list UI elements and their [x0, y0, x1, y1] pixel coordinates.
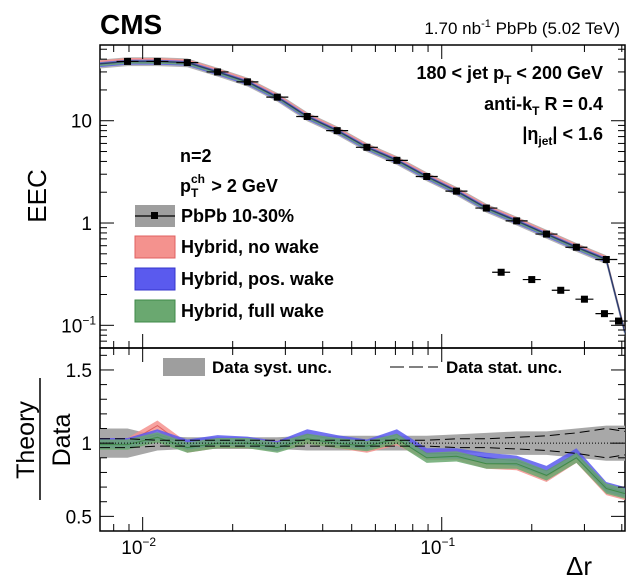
data-point [183, 59, 191, 67]
data-point [303, 112, 311, 120]
legend-top: PbPb 10-30% Hybrid, no wake Hybrid, pos.… [134, 205, 334, 323]
x-tick-label: 10−2 [121, 535, 156, 559]
x-tick-label: 10−1 [420, 535, 455, 559]
legend-pos-wake-swatch [134, 267, 176, 291]
legend-pbpb-marker [151, 212, 158, 219]
top-data-points [116, 57, 628, 325]
bottom-y-tick-label: 1.5 [66, 361, 92, 382]
cms-label: CMS [100, 9, 162, 40]
legend-pos-wake-label: Hybrid, pos. wake [181, 269, 334, 289]
data-point [333, 127, 341, 135]
legend-pbpb-label: PbPb 10-30% [181, 206, 294, 226]
legend-syst-swatch [163, 358, 205, 376]
x-axis-label: Δr [566, 551, 592, 579]
data-point [572, 243, 580, 251]
ptch-annotation: pch T > 2 GeV [180, 172, 278, 200]
legend-full-wake-swatch [134, 299, 176, 323]
legend-syst-label: Data syst. unc. [212, 358, 332, 377]
jet-pt-annotation: 180 < jet pT < 200 GeV [417, 63, 603, 87]
eta-annotation: |ηjet| < 1.6 [522, 124, 603, 148]
data-point [602, 255, 610, 263]
top-y-axis-label: EEC [22, 169, 52, 222]
top-panel-frame [99, 44, 626, 349]
ratio-full-wake-line [100, 436, 626, 495]
data-point [153, 57, 161, 65]
data-point-tail [580, 295, 588, 303]
top-y-tick-label: 10−1 [61, 313, 96, 337]
data-point-tail [497, 268, 505, 276]
legend-bottom: Data syst. unc. Data stat. unc. [163, 358, 562, 377]
n-annotation: n=2 [180, 146, 212, 166]
data-point [243, 78, 251, 86]
data-point-tail [528, 276, 536, 284]
legend-stat-label: Data stat. unc. [446, 358, 562, 377]
legend-no-wake-label: Hybrid, no wake [181, 237, 319, 257]
lumi-label: 1.70 nb-1 PbPb (5.02 TeV) [424, 18, 620, 38]
algorithm-annotation: anti-kT R = 0.4 [484, 94, 603, 118]
legend-full-wake-label: Hybrid, full wake [181, 301, 324, 321]
data-point-tail [600, 310, 608, 318]
data-point [124, 57, 132, 65]
data-point [513, 217, 521, 225]
ratio-plot [100, 420, 626, 501]
data-point [273, 93, 281, 101]
data-point [363, 143, 371, 151]
bottom-y-axis-numerator: Theory [12, 401, 40, 479]
data-point [393, 156, 401, 164]
top-y-tick-label: 1 [81, 214, 92, 235]
axis-ticks: 10 1 10−1 10−2 10−1 1.5 1 0.5 [61, 45, 625, 559]
data-point [214, 68, 222, 76]
data-point [482, 204, 490, 212]
bottom-y-tick-label: 0.5 [66, 507, 92, 528]
bottom-y-axis-denominator: Data [48, 414, 76, 467]
data-point [452, 187, 460, 195]
data-point [423, 172, 431, 180]
legend-no-wake-swatch [134, 235, 176, 259]
data-point-tail [615, 317, 623, 325]
bottom-y-tick-label: 1 [81, 434, 92, 455]
data-point [542, 230, 550, 238]
data-point-tail [557, 286, 565, 294]
top-y-tick-label: 10 [71, 112, 92, 133]
